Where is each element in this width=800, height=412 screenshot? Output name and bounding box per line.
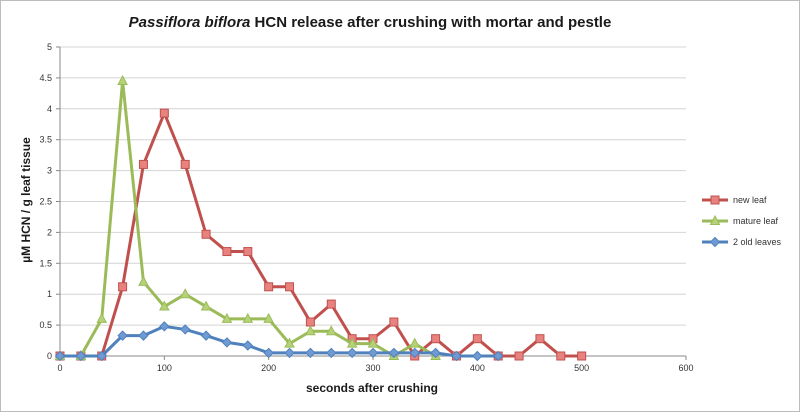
data-point [388, 347, 400, 359]
data-point [577, 351, 587, 361]
x-tick-label: 300 [365, 363, 380, 373]
data-point [535, 334, 545, 344]
data-point [118, 282, 128, 292]
legend-label: mature leaf [733, 216, 779, 226]
data-point [284, 337, 295, 348]
data-point [472, 334, 482, 344]
legend-item-2-old-leaves: 2 old leaves [702, 236, 782, 248]
data-point [409, 347, 420, 359]
data-point [159, 321, 170, 332]
y-tick-label: 0 [47, 351, 52, 361]
data-point [514, 351, 524, 361]
series-2-old-leaves [54, 321, 504, 362]
axes [56, 46, 687, 360]
data-point [242, 312, 254, 323]
data-point [492, 350, 504, 362]
legend-marker [709, 236, 721, 248]
data-point [54, 350, 66, 362]
x-axis-title: seconds after crushing [306, 381, 438, 395]
data-point [389, 317, 399, 327]
data-point [284, 347, 295, 359]
data-point [138, 159, 148, 169]
data-point [346, 337, 358, 348]
data-point [117, 330, 128, 341]
data-point [556, 351, 566, 361]
data-point [346, 347, 358, 359]
data-point [430, 347, 441, 359]
chart-title-text: HCN release after crushing with mortar a… [250, 14, 612, 31]
data-point [325, 325, 337, 336]
y-tick-label: 4.5 [39, 73, 52, 83]
legend-item-mature-leaf: mature leaf [702, 214, 779, 226]
data-point [221, 312, 233, 323]
legend-label: 2 old leaves [733, 237, 782, 247]
data-point [222, 247, 232, 257]
data-point [367, 347, 379, 359]
y-axis-title: µM HCN / g leaf tissue [19, 137, 33, 263]
y-tick-label: 2.5 [39, 197, 52, 207]
y-tick-label: 0.5 [39, 320, 52, 330]
data-point [326, 299, 336, 309]
data-point [96, 350, 107, 362]
data-point [305, 347, 316, 359]
y-tick-label: 5 [47, 42, 52, 52]
x-tick-labels: 0 100 200 300 400 500 600 [57, 363, 693, 373]
data-point [200, 330, 212, 341]
data-point [221, 337, 233, 348]
data-point [431, 334, 441, 344]
data-point [159, 300, 170, 311]
data-point [242, 340, 254, 351]
data-point [179, 324, 191, 335]
y-tick-labels: 0 0.5 1 1.5 2 2.5 3 3.5 4 4.5 5 [39, 42, 52, 361]
data-point [138, 330, 149, 341]
data-point [472, 350, 483, 362]
series-line [60, 324, 499, 358]
data-point [180, 159, 190, 169]
data-point [285, 282, 295, 292]
data-point [326, 347, 337, 359]
legend-label: new leaf [733, 195, 767, 205]
data-point [159, 108, 169, 118]
y-tick-label: 1 [47, 289, 52, 299]
series-mature-leaf [54, 74, 441, 360]
data-point [264, 282, 274, 292]
chart-title: Passiflora biflora HCN release after cru… [0, 14, 740, 31]
data-point [263, 347, 274, 359]
data-point [138, 275, 149, 286]
x-tick-label: 600 [678, 363, 693, 373]
data-point [75, 350, 87, 362]
legend-marker [710, 195, 720, 205]
data-point [409, 337, 421, 348]
data-point [305, 325, 316, 336]
data-point [367, 337, 379, 348]
y-tick-label: 3.5 [39, 135, 52, 145]
legend-item-new-leaf: new leaf [702, 195, 767, 205]
chart-title-species: Passiflora biflora [128, 14, 251, 31]
data-point [263, 312, 274, 323]
data-point [200, 300, 212, 311]
y-tick-label: 1.5 [39, 258, 52, 268]
data-point [305, 317, 315, 327]
data-point [243, 247, 253, 257]
x-tick-label: 200 [261, 363, 276, 373]
x-tick-label: 400 [470, 363, 485, 373]
y-tick-label: 4 [47, 104, 52, 114]
x-tick-label: 100 [157, 363, 172, 373]
x-tick-label: 0 [57, 363, 62, 373]
data-point [96, 312, 108, 323]
data-point [117, 74, 128, 85]
data-point [201, 229, 211, 239]
x-tick-label: 500 [574, 363, 589, 373]
y-tick-label: 2 [47, 227, 52, 237]
legend-marker [709, 214, 721, 225]
series-new-leaf [55, 108, 587, 361]
y-tick-label: 3 [47, 166, 52, 176]
data-point [451, 350, 462, 362]
series-layer [54, 74, 587, 362]
gridlines [60, 46, 686, 326]
legend: new leaf mature leaf 2 old leaves [702, 195, 782, 248]
data-point [179, 288, 191, 299]
